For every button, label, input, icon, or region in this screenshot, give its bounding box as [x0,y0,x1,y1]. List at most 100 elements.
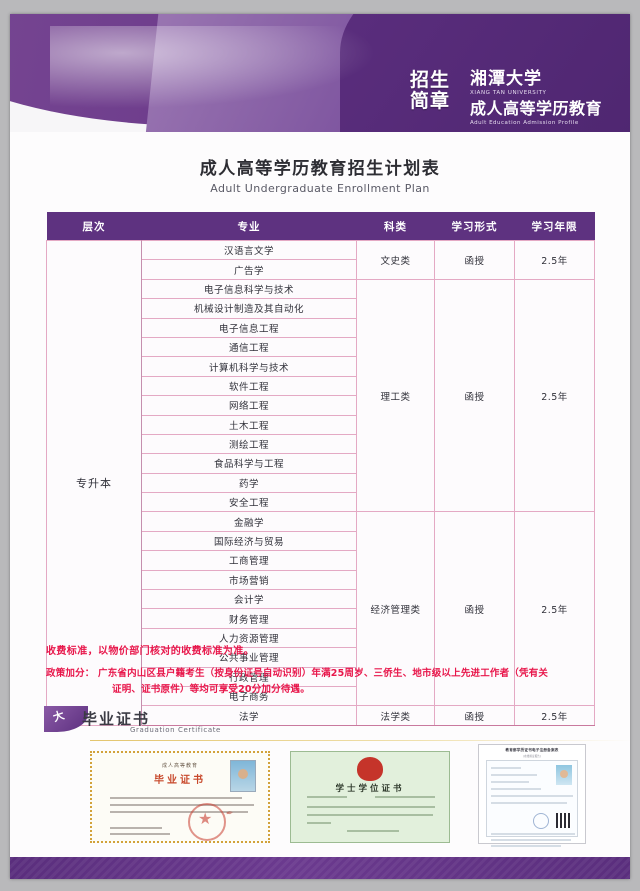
cell-major: 公共事业管理 [141,647,357,668]
table-row: 通信工程 [47,336,595,358]
page-title: 成人高等学历教育招生计划表 Adult Undergraduate Enroll… [10,154,630,195]
graduation-title-cn: 毕业证书 [82,710,151,728]
banner-headline-line1: 招生 [410,69,451,91]
cell-duration: 2.5年 [514,705,595,726]
cell-study-form: 函授 [434,240,515,280]
table-row: 机械设计制造及其自动化 [47,298,595,319]
note-policy-bonus: 政策加分： 广东省内山区县户籍考生（按身份证号自动识别）年满25周岁、三侨生、地… [46,666,602,698]
cert3-photo [556,765,572,785]
cell-major: 金融学 [141,511,357,532]
notes-section: 收费标准，以物价部门核对的收费标准为准。 政策加分： 广东省内山区县户籍考生（按… [46,642,602,698]
table-row: 安全工程 [47,492,595,513]
header-banner: 招生 简章 湘潭大学 XIANG TAN UNIVERSITY 成人高等学历教育… [10,14,630,132]
cert1-photo [230,760,256,792]
table-row: 公共事业管理 [47,647,595,668]
table-row: 软件工程 [47,375,595,397]
table-row: 市场营销 [47,569,595,591]
table-row: 药学 [47,472,595,494]
cell-study-form: 函授 [434,705,515,726]
table-row: 食品科学与工程 [47,453,595,474]
table-row: 电子信息工程 [47,317,595,338]
cert3-heading: 教育部学历证书电子注册备案表 [505,748,559,752]
table-head: 层次 专业 科类 学习形式 学习年限 [46,212,595,241]
cell-study-form: 函授 [434,511,515,707]
cell-major: 网络工程 [141,395,357,416]
cell-major: 电子信息科学与技术 [141,278,357,300]
banner-text-block: 湘潭大学 XIANG TAN UNIVERSITY 成人高等学历教育 Adult… [470,70,630,127]
cell-major: 食品科学与工程 [141,453,357,474]
page-title-en: Adult Undergraduate Enrollment Plan [210,182,430,195]
cert3-body [486,760,578,847]
cell-category: 法学类 [356,705,435,726]
cell-duration: 2.5年 [514,278,595,513]
column-header-major: 专业 [141,212,357,241]
table-row: 金融学 经济管理类 函授 2.5年 [47,511,595,707]
graduation-divider [90,740,630,741]
online-verification-report-image: 教育部学历证书电子注册备案表 (在线验证报告) [478,744,586,847]
badge-char: 大 [51,708,66,725]
column-header-level: 层次 [46,212,142,241]
cert1-heading-large: 毕业证书 [154,775,206,786]
cell-major: 药学 [141,472,357,494]
cert2-national-emblem [357,757,383,781]
table-row: 电子信息科学与技术 理工类 函授 2.5年 [47,278,595,513]
cell-major: 市场营销 [141,569,357,591]
graduation-section-heading: 大 毕业证书 Graduation Certificate [44,706,630,742]
table-row: 计算机科学与技术 [47,356,595,377]
table-row: 工商管理 [47,550,595,571]
table-row: 专升本 汉语言文学 文史类 函授 2.5年 [46,239,595,726]
cell-duration: 2.5年 [514,511,595,707]
note-fee-standard: 收费标准，以物价部门核对的收费标准为准。 [46,646,254,657]
cell-major: 法学 [141,705,357,726]
banner-sheen [50,26,410,116]
table-header-row: 层次 专业 科类 学习形式 学习年限 [46,212,595,241]
cell-major: 国际经济与贸易 [141,530,357,552]
table-row: 会计学 [47,589,595,610]
cert2-heading-large: 学士学位证书 [335,784,405,794]
cell-major: 安全工程 [141,492,357,513]
cell-major: 财务管理 [141,608,357,629]
cell-major: 广告学 [141,259,357,280]
cell-major: 测绘工程 [141,433,357,455]
bottom-purple-bar [10,857,630,879]
cert1-seal [188,803,226,841]
graduation-certificate-image: 成人高等教育 毕业证书 ✒ [90,751,270,843]
cell-major: 土木工程 [141,414,357,435]
brochure-page: 招生 简章 湘潭大学 XIANG TAN UNIVERSITY 成人高等学历教育… [10,14,630,879]
cell-major: 通信工程 [141,336,357,358]
program-name-cn: 成人高等学历教育 [470,99,603,118]
cell-major: 会计学 [141,589,357,610]
table-row: 土木工程 [47,414,595,435]
cell-duration: 2.5年 [514,240,595,280]
table-row: 网络工程 [47,395,595,416]
enrollment-plan-table: 层次 专业 科类 学习形式 学习年限 专升本 汉语言文学 文史类 函授 2.5年 广告学电… [46,212,595,726]
cell-major: 工商管理 [141,550,357,571]
page-title-cn: 成人高等学历教育招生计划表 [199,159,441,179]
cell-major: 软件工程 [141,375,357,397]
cell-study-form: 函授 [434,278,515,513]
column-header-duration: 学习年限 [514,212,595,241]
table-body: 专升本 汉语言文学 文史类 函授 2.5年 广告学 电子信息科学与技术 理工类 函授 2.5年 机械… [46,239,595,726]
cell-category: 经济管理类 [356,511,435,707]
cert3-qr-code [556,813,571,828]
table-row: 财务管理 [47,608,595,629]
cell-major: 机械设计制造及其自动化 [141,298,357,319]
cert3-subheading: (在线验证报告) [523,755,541,758]
bachelor-degree-certificate-image: 学士学位证书 [290,751,450,843]
cell-level: 专升本 [46,240,142,726]
program-name-en: Adult Education Admission Profile [470,120,579,126]
cert3-verification-stamp [533,813,549,829]
cell-category: 理工类 [356,278,435,513]
graduation-title-en: Graduation Certificate [130,726,221,734]
table-row: 国际经济与贸易 [47,530,595,552]
banner-logo-block: 招生 简章 湘潭大学 XIANG TAN UNIVERSITY 成人高等学历教育… [410,69,630,127]
note-policy-line1: 政策加分： 广东省内山区县户籍考生（按身份证号自动识别）年满25周岁、三侨生、地… [46,668,549,679]
table-row: 法学 法学类 函授 2.5年 [47,705,595,726]
cell-major: 汉语言文学 [141,239,357,261]
cert1-heading-small: 成人高等教育 [161,763,198,769]
cell-major: 电子信息工程 [141,317,357,338]
column-header-category: 科类 [356,212,435,241]
note-policy-line2: 证明、证书原件）等均可享受20分加分待遇。 [112,684,310,695]
cert1-signature: ✒ [225,808,235,820]
cell-major: 计算机科学与技术 [141,356,357,377]
